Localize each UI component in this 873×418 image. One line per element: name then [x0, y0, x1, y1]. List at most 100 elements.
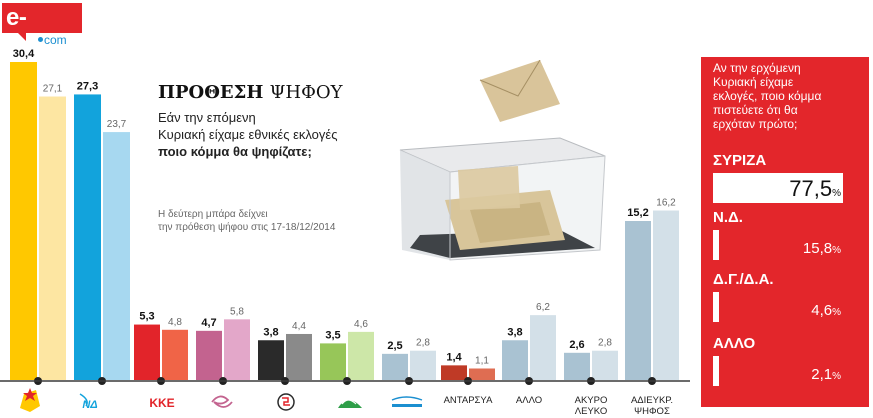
- golden-dawn-logo-icon: [277, 393, 295, 411]
- bar-previous: [286, 333, 312, 380]
- logo-dot: [38, 37, 43, 42]
- expectation-party-label: ΣΥΡΙΖΑ: [713, 152, 767, 169]
- data-label-previous: 4,4: [292, 321, 306, 332]
- category-label: ΑΔΙΕΥΚΡ.: [631, 395, 673, 406]
- chart-question-line: ποιο κόμμα θα ψηφίζατε;: [158, 143, 388, 160]
- chart-question-line: Κυριακή είχαμε εθνικές εκλογές: [158, 127, 338, 142]
- bar-previous: [39, 96, 66, 380]
- percent-unit: %: [832, 371, 841, 382]
- expectation-question-line: εκλογές, ποιο κόμμα: [713, 89, 822, 103]
- percent-unit: %: [832, 188, 841, 199]
- syriza-logo-icon: [20, 390, 40, 412]
- data-label-current: 3,8: [507, 326, 522, 338]
- dimar-logo-icon: [211, 395, 233, 408]
- expectation-bar: [713, 173, 843, 203]
- bar-previous: [348, 331, 374, 380]
- chart-title: ΠΡΟΘΕΣΗ ΨΗΦΟΥ: [158, 82, 388, 103]
- data-label-previous: 4,6: [354, 319, 368, 330]
- bar-current: [564, 352, 590, 380]
- logo-box: [2, 3, 82, 33]
- expectation-party-label: Ν.Δ.: [713, 209, 743, 226]
- pasok-logo-icon: [338, 400, 362, 408]
- anel-bar-icon: [392, 404, 422, 407]
- data-label-current: 5,3: [139, 311, 154, 323]
- logo-tail: [18, 33, 26, 41]
- bar-current: [382, 353, 408, 380]
- chart-question: Εάν την επόμενη Κυριακή είχαμε εθνικές ε…: [158, 109, 388, 160]
- bar-previous: [224, 319, 250, 380]
- expectation-value: 2,1%: [811, 366, 841, 383]
- expectation-bar: [713, 292, 719, 322]
- chart-title-light: ΨΗΦΟΥ: [269, 82, 343, 103]
- data-label-previous: 5,8: [230, 306, 244, 317]
- expectation-question-line: πιστεύετε ότι θα: [713, 103, 798, 117]
- data-label-previous: 27,1: [43, 84, 63, 95]
- star-icon: [23, 388, 37, 401]
- kke-logo-icon: ΚΚΕ: [149, 396, 174, 410]
- bar-current: [134, 324, 160, 380]
- chart-question-line: Εάν την επόμενη: [158, 110, 256, 125]
- brand-logo: e-typos com: [2, 3, 82, 59]
- expectation-party-label: ΑΛΛΟ: [713, 335, 756, 352]
- anel-logo-icon: [391, 396, 423, 401]
- expectation-panel: Αν την ερχόμενη Κυριακή είχαμε εκλογές, …: [701, 57, 869, 407]
- bar-current: [258, 340, 284, 380]
- expectation-question-line: Κυριακή είχαμε: [713, 75, 794, 89]
- expectation-value: 4,6%: [811, 302, 841, 319]
- bar-current: [320, 343, 346, 380]
- footnote-line: την πρόθεση ψήφου στις 17-18/12/2014: [158, 222, 336, 233]
- chart-footnote: Η δεύτερη μπάρα δείχνει την πρόθεση ψήφο…: [158, 208, 348, 234]
- bar-previous: [469, 368, 495, 380]
- category-label: ΑΝΤΑΡΣΥΑ: [444, 395, 493, 406]
- expectation-party-label: Δ.Γ./Δ.Α.: [713, 271, 774, 288]
- chart-question-bold: ποιο κόμμα θα ψηφίζατε;: [158, 144, 312, 159]
- category-label: ΨΗΦΟΣ: [634, 406, 670, 417]
- vote-intention-chart: 30,4 27,1 27,3 23,7 5,3 4,8 4,7 5,8 3,8 4,4 3,5 4,6…: [0, 48, 690, 417]
- nd-logo-icon: ΝΔ: [82, 399, 97, 411]
- bar-current: [502, 340, 528, 380]
- ballot-box-illustration: [399, 60, 606, 261]
- footnote-line: Η δεύτερη μπάρα δείχνει: [158, 209, 268, 220]
- bar-previous: [103, 132, 130, 380]
- data-label-previous: 4,8: [168, 317, 182, 328]
- data-label-previous: 2,8: [416, 338, 430, 349]
- data-label-previous: 23,7: [107, 119, 127, 130]
- data-label-previous: 16,2: [656, 198, 676, 209]
- category-label: ΑΚΥΡΟ: [575, 395, 608, 406]
- percent-unit: %: [832, 245, 841, 256]
- data-label-current: 1,4: [446, 351, 462, 363]
- data-label-current: 3,8: [263, 326, 278, 338]
- percent-unit: %: [832, 307, 841, 318]
- expectation-question: Αν την ερχόμενη Κυριακή είχαμε εκλογές, …: [713, 61, 863, 131]
- logo-com: com: [44, 33, 67, 47]
- data-label-previous: 6,2: [536, 302, 550, 313]
- expectation-value: 77,5%: [789, 176, 841, 201]
- pasok-arc-icon: [341, 399, 357, 405]
- nd-torch-icon: [79, 393, 88, 407]
- expectation-question-line: ερχόταν πρώτο;: [713, 117, 798, 131]
- data-label-current: 4,7: [201, 317, 216, 329]
- bar-previous: [530, 315, 556, 380]
- category-label: ΛΕΥΚΟ: [575, 406, 607, 417]
- expectation-bar: [713, 230, 719, 260]
- data-label-previous: 2,8: [598, 338, 612, 349]
- meander-icon: [282, 397, 290, 406]
- bar-previous: [653, 210, 679, 380]
- bar-previous: [592, 350, 618, 380]
- expectation-question-line: Αν την ερχόμενη: [713, 61, 801, 75]
- data-label-current: 15,2: [627, 207, 648, 219]
- data-label-current: 27,3: [77, 80, 98, 92]
- data-label-current: 2,6: [569, 339, 584, 351]
- data-label-current: 2,5: [387, 340, 402, 352]
- expectation-bar: [713, 356, 719, 386]
- bar-previous: [410, 350, 436, 380]
- data-label-previous: 1,1: [475, 355, 489, 366]
- bar-current: [196, 330, 222, 380]
- logo-word: e-typos: [6, 4, 68, 59]
- bar-current: [625, 221, 651, 380]
- category-label: ΑΛΛΟ: [516, 395, 542, 406]
- bar-current: [74, 94, 101, 380]
- bar-previous: [162, 329, 188, 380]
- data-label-current: 3,5: [325, 329, 340, 341]
- bar-current: [441, 365, 467, 380]
